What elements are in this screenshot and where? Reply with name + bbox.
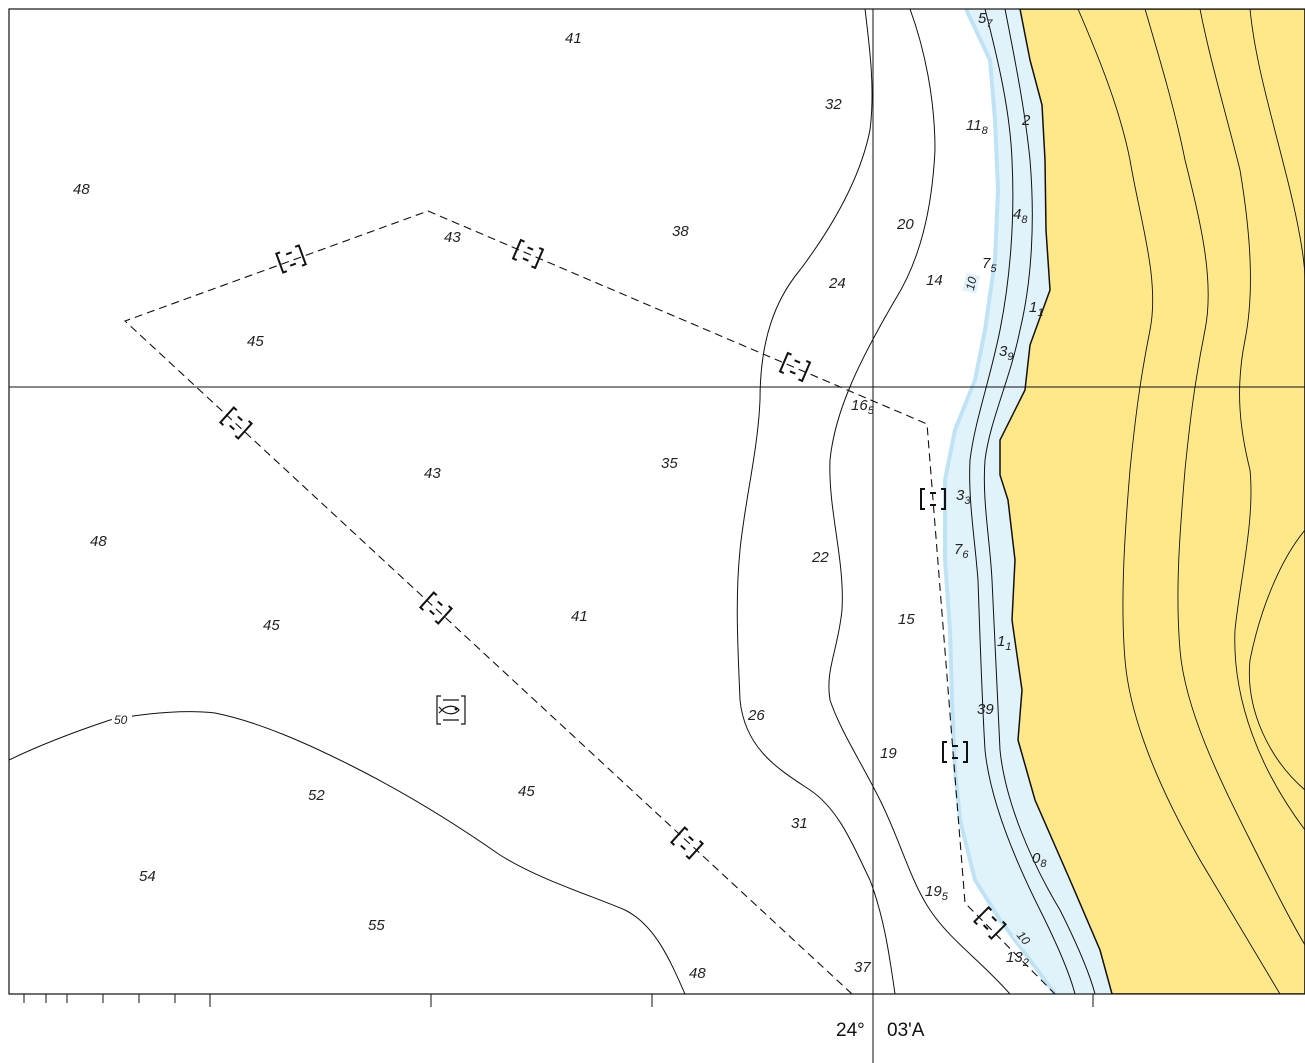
sounding: 20	[896, 216, 914, 233]
boundary-marker	[778, 351, 812, 383]
sounding: 24	[828, 275, 846, 292]
fish-haven-icon	[436, 695, 466, 725]
land-relief-lines	[1077, 9, 1305, 994]
sounding: 31	[791, 815, 808, 832]
sounding: 43	[424, 465, 441, 482]
boundary-marker	[973, 906, 1007, 940]
sounding: 45	[263, 617, 280, 634]
sounding: 11	[997, 633, 1011, 653]
shallow-edge-highlight	[943, 9, 1057, 994]
sounding: 35	[661, 455, 678, 472]
depth-contours-coastal	[736, 9, 1096, 994]
sounding: 39	[977, 701, 994, 718]
sounding: 2	[1021, 112, 1031, 129]
sounding: 118	[966, 117, 989, 137]
sounding: 11	[1029, 299, 1043, 319]
boundary-marker	[669, 826, 705, 860]
sounding: 15	[898, 611, 915, 628]
sounding: 48	[73, 181, 90, 198]
sounding: 37	[854, 959, 871, 976]
sounding: 22	[811, 549, 829, 566]
longitude-scale-ticks	[23, 994, 1094, 1063]
chart-frame	[8, 8, 1305, 995]
boundary-marker	[275, 244, 307, 274]
boundary-marker	[942, 741, 968, 763]
sounding: 55	[368, 917, 385, 934]
sounding: 43	[444, 229, 461, 246]
depth-contour-50	[9, 711, 686, 994]
soundings: 41 32 57 118 2 48 43 38 20 48 75 24 14 1…	[73, 10, 1047, 982]
boundary-markers	[218, 238, 1007, 940]
sounding: 32	[825, 96, 842, 113]
sounding: 19	[880, 745, 897, 762]
sounding: 38	[672, 223, 689, 240]
contour-labels: 50 10 10	[112, 272, 1035, 950]
restricted-area-boundary	[123, 210, 1056, 994]
sounding: 39	[999, 343, 1013, 363]
shallow-water-area	[945, 9, 1112, 994]
sounding: 75	[982, 255, 997, 275]
sounding: 132	[1006, 949, 1029, 969]
contour-label: 10	[963, 275, 980, 291]
sounding: 45	[518, 783, 535, 800]
sounding: 14	[926, 272, 943, 289]
sounding: 54	[139, 868, 156, 885]
sounding: 08	[1032, 850, 1047, 870]
boundary-marker	[218, 406, 254, 440]
sounding: 195	[925, 883, 949, 903]
boundary-marker	[920, 488, 946, 510]
sounding: 45	[247, 333, 264, 350]
sounding: 57	[978, 10, 993, 30]
longitude-degrees-label: 24°	[836, 1020, 865, 1041]
sounding: 26	[747, 707, 765, 724]
sounding: 41	[565, 30, 582, 47]
boundary-marker	[511, 238, 545, 270]
sounding: 48	[689, 965, 706, 982]
contour-label: 50	[114, 713, 128, 727]
sounding: 48	[1013, 206, 1028, 226]
longitude-minutes-label: 03'A	[887, 1020, 925, 1041]
sounding: 33	[956, 487, 971, 507]
sounding: 48	[90, 533, 107, 550]
sounding: 165	[851, 397, 875, 417]
land-area	[999, 9, 1305, 994]
boundary-marker	[418, 591, 454, 625]
sounding: 41	[571, 608, 588, 625]
sounding: 52	[308, 787, 325, 804]
sounding: 76	[954, 541, 969, 561]
